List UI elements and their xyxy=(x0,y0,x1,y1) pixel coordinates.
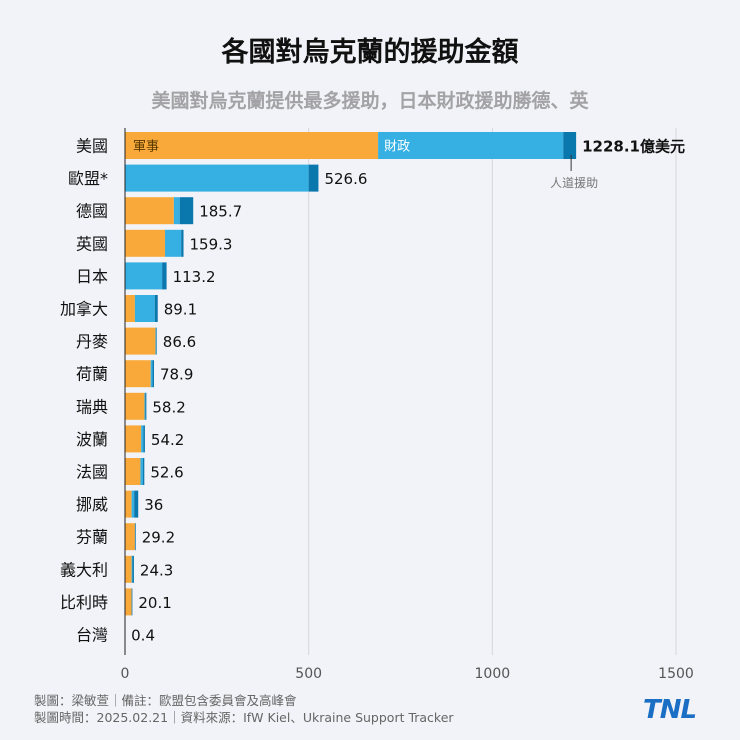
bar-segment-軍事 xyxy=(125,425,142,453)
bar-segment-人道援助 xyxy=(143,425,145,453)
category-label: 芬蘭 xyxy=(76,528,108,547)
total-label: 1228.1億美元 xyxy=(582,138,685,156)
tnl-logo: TNL xyxy=(643,695,697,725)
category-label: 美國 xyxy=(76,137,108,156)
bar-segment-人道援助 xyxy=(154,295,158,322)
footer: 製圖：梁敏萱｜備註：歐盟包含委員會及高峰會 製圖時間：2025.02.21｜資料… xyxy=(34,692,454,726)
total-label: 113.2 xyxy=(173,268,216,286)
bar-segment-人道援助 xyxy=(145,392,147,420)
bar-segment-軍事 xyxy=(125,392,145,420)
total-label: 159.3 xyxy=(190,235,233,253)
bar-segment-財政 xyxy=(141,425,144,453)
category-label: 丹麥 xyxy=(76,332,108,351)
category-label: 比利時 xyxy=(60,593,108,612)
bar-segment-人道援助 xyxy=(162,262,167,290)
bar-segment-人道援助 xyxy=(179,197,194,225)
category-label: 法國 xyxy=(76,463,108,482)
bar-segment-財政 xyxy=(131,555,133,583)
bar-segment-軍事 xyxy=(125,360,151,388)
category-label: 瑞典 xyxy=(76,397,108,416)
total-label: 78.9 xyxy=(160,366,193,384)
total-label: 58.2 xyxy=(152,398,185,416)
chart-subtitle: 美國對烏克蘭提供最多援助，日本財政援助勝德、英 xyxy=(151,90,589,112)
bar-segment-軍事 xyxy=(125,197,174,225)
total-label: 0.4 xyxy=(131,627,155,645)
bar-segment-財政 xyxy=(131,490,135,518)
bar-segment-軍事 xyxy=(125,229,166,257)
bar-segment-財政 xyxy=(134,295,155,322)
category-label: 加拿大 xyxy=(60,300,108,319)
bar-segment-軍事 xyxy=(125,132,379,159)
bar-segment-軍事 xyxy=(125,588,132,616)
x-tick-label: 500 xyxy=(295,666,322,682)
category-label: 德國 xyxy=(76,202,108,221)
bar-segment-人道援助 xyxy=(142,458,145,485)
category-label: 挪威 xyxy=(76,495,108,514)
legend-humanitarian: 人道援助 xyxy=(550,176,598,190)
bar-segment-人道援助 xyxy=(131,588,133,616)
category-label: 日本 xyxy=(76,267,108,286)
category-label: 義大利 xyxy=(60,560,108,579)
bar-segment-財政 xyxy=(378,132,564,159)
bar-segment-人道援助 xyxy=(563,132,577,159)
x-tick-label: 0 xyxy=(121,666,130,682)
legend-military: 軍事 xyxy=(133,140,159,155)
category-label: 歐盟* xyxy=(68,169,108,188)
bar-segment-財政 xyxy=(144,392,146,420)
category-label: 荷蘭 xyxy=(76,365,108,384)
bar-segment-軍事 xyxy=(125,490,132,518)
bar-segment-財政 xyxy=(150,360,153,388)
footer-source: 製圖時間：2025.02.21｜資料來源：IfW Kiel、Ukraine Su… xyxy=(34,710,454,725)
x-tick-label: 1500 xyxy=(658,666,694,682)
bar-segment-人道援助 xyxy=(152,360,154,388)
total-label: 24.3 xyxy=(140,561,173,579)
bar-segment-財政 xyxy=(173,197,180,225)
bar-segment-人道援助 xyxy=(134,490,139,518)
chart-title: 各國對烏克蘭的援助金額 xyxy=(221,37,519,68)
total-label: 526.6 xyxy=(324,170,367,188)
total-label: 20.1 xyxy=(138,594,171,612)
bar-segment-財政 xyxy=(140,458,143,485)
bar-segment-財政 xyxy=(125,164,309,192)
bar-segment-軍事 xyxy=(125,327,156,355)
total-label: 36 xyxy=(144,496,163,514)
bar-segment-人道援助 xyxy=(308,164,319,192)
total-label: 89.1 xyxy=(164,301,197,319)
bar-segment-財政 xyxy=(165,229,182,257)
footer-credit: 製圖：梁敏萱｜備註：歐盟包含委員會及高峰會 xyxy=(34,693,297,708)
x-tick-label: 1000 xyxy=(475,666,511,682)
bar-segment-人道援助 xyxy=(132,555,134,583)
bar-segment-財政 xyxy=(125,262,163,290)
bar-segment-人道援助 xyxy=(134,523,136,551)
bar-segment-軍事 xyxy=(125,295,135,322)
category-label: 台灣 xyxy=(76,626,108,645)
total-label: 29.2 xyxy=(142,529,175,547)
bar-segment-人道援助 xyxy=(156,327,157,355)
bar-segment-軍事 xyxy=(125,555,132,583)
category-label: 英國 xyxy=(76,234,108,253)
bar-segment-軍事 xyxy=(125,523,135,551)
total-label: 185.7 xyxy=(199,203,242,221)
bar-segment-財政 xyxy=(155,327,157,355)
total-label: 54.2 xyxy=(151,431,184,449)
legend-financial: 財政 xyxy=(384,140,410,155)
total-label: 52.6 xyxy=(150,464,183,482)
category-label: 波蘭 xyxy=(76,430,108,449)
bar-segment-軍事 xyxy=(125,458,141,485)
total-label: 86.6 xyxy=(163,333,196,351)
bar-segment-人道援助 xyxy=(181,229,184,257)
